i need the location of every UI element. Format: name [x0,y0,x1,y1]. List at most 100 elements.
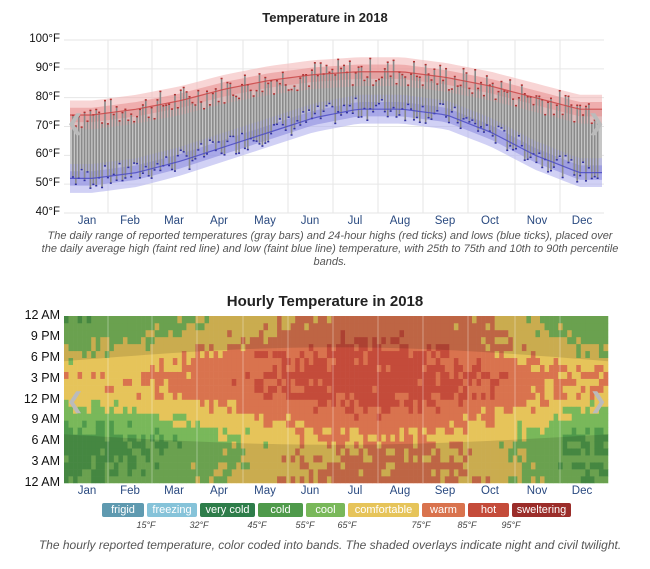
heatmap-cell [580,357,586,366]
heatmap-cell [354,399,359,407]
heatmap-cell [340,316,346,324]
heatmap-cell [358,427,364,435]
heatmap-cell [512,448,518,456]
heatmap-cell [113,455,119,463]
heatmap-cell [390,441,396,449]
heatmap-cell [204,413,210,421]
heatmap-cell [290,364,296,372]
heatmap-cell [268,364,273,372]
heatmap-cell [145,413,151,421]
heatmap-cell [163,413,169,421]
heatmap-cell [109,448,115,456]
heatmap-cell [399,469,405,477]
heatmap-cell [322,399,328,407]
heatmap-cell [195,399,201,407]
heatmap-cell [399,427,405,435]
heatmap-cell [517,329,523,338]
heatmap-cell [372,462,378,470]
heatmap-cell [258,316,264,324]
heatmap-cell [372,469,378,477]
heatmap-cell [159,406,165,414]
heatmap-cell [363,316,369,324]
heatmap-cell [358,350,364,359]
heatmap-cell [426,392,432,400]
heatmap-cell [358,392,364,400]
heatmap-cell [549,378,554,386]
heatmap-cell [254,441,260,449]
heatmap-cell [404,336,409,345]
heatmap-cell [535,406,541,414]
heatmap-cell [549,455,554,463]
heatmap-cell [86,364,92,372]
heatmap-cell [95,462,101,470]
x-tick-label: Apr [210,215,228,227]
heatmap-cell [100,316,106,324]
heatmap-cell [181,322,187,331]
heatmap-cell [404,399,409,407]
heatmap-cell [186,350,192,359]
heatmap-cell [240,406,246,414]
heatmap-cell [73,469,78,477]
heatmap-cell [367,413,373,421]
heatmap-cell [286,364,291,372]
heatmap-cell [313,329,319,338]
heatmap-cell [462,371,468,379]
temperature-band-legend: frigid freezing very cold cold cool comfortab… [0,503,650,533]
heatmap-cell [313,448,319,456]
heatmap-cell [526,413,532,421]
heatmap-cell [258,350,264,359]
heatmap-cell [494,392,500,400]
heatmap-cell [304,448,310,456]
heatmap-cell [236,406,242,414]
heatmap-cell [544,441,550,449]
chevron-left-icon[interactable]: ❮ [66,110,85,135]
heatmap-cell [109,336,115,345]
heatmap-cell [172,420,178,428]
heatmap-cell [544,316,550,324]
heatmap-cell [163,322,169,331]
heatmap-cell [258,329,264,338]
chevron-right-icon[interactable]: ❯ [587,110,606,135]
heatmap-cell [390,476,396,484]
heatmap-cell [240,364,246,372]
heatmap-cell [227,413,233,421]
heatmap-cell [553,448,559,456]
heatmap-cell [571,322,577,331]
chevron-right-icon[interactable]: ❯ [589,388,608,413]
heatmap-cell [331,357,337,366]
heatmap-cell [150,469,155,477]
heatmap-cell [462,448,468,456]
heatmap-cell [122,364,128,372]
heatmap-cell [127,343,133,352]
heatmap-cell [163,385,169,393]
heatmap-cell [508,357,514,366]
heatmap-cell [517,462,523,470]
heatmap-cell [422,413,427,421]
heatmap-cell [462,329,468,338]
heatmap-cell [485,413,491,421]
heatmap-cell [331,434,337,442]
heatmap-cell [571,329,577,338]
heatmap-cell [236,350,242,359]
heatmap-cell [168,378,174,386]
heatmap-cell [308,399,314,407]
heatmap-cell [150,392,155,400]
heatmap-cell [549,420,554,428]
heatmap-cell [594,329,600,338]
heatmap-cell [150,441,155,449]
heatmap-cell [145,441,151,449]
heatmap-cell [322,413,328,421]
heatmap-cell [172,336,178,345]
heatmap-cell [73,329,78,338]
heatmap-cell [603,392,609,400]
heatmap-cell [163,343,169,352]
heatmap-cell [186,343,192,352]
heatmap-cell [308,406,314,414]
chevron-left-icon[interactable]: ❮ [66,388,85,413]
heatmap-cell [113,350,119,359]
heatmap-cell [549,434,554,442]
heatmap-cell [231,420,237,428]
heatmap-cell [136,413,142,421]
heatmap-cell [326,357,332,366]
heatmap-cell [132,448,137,456]
